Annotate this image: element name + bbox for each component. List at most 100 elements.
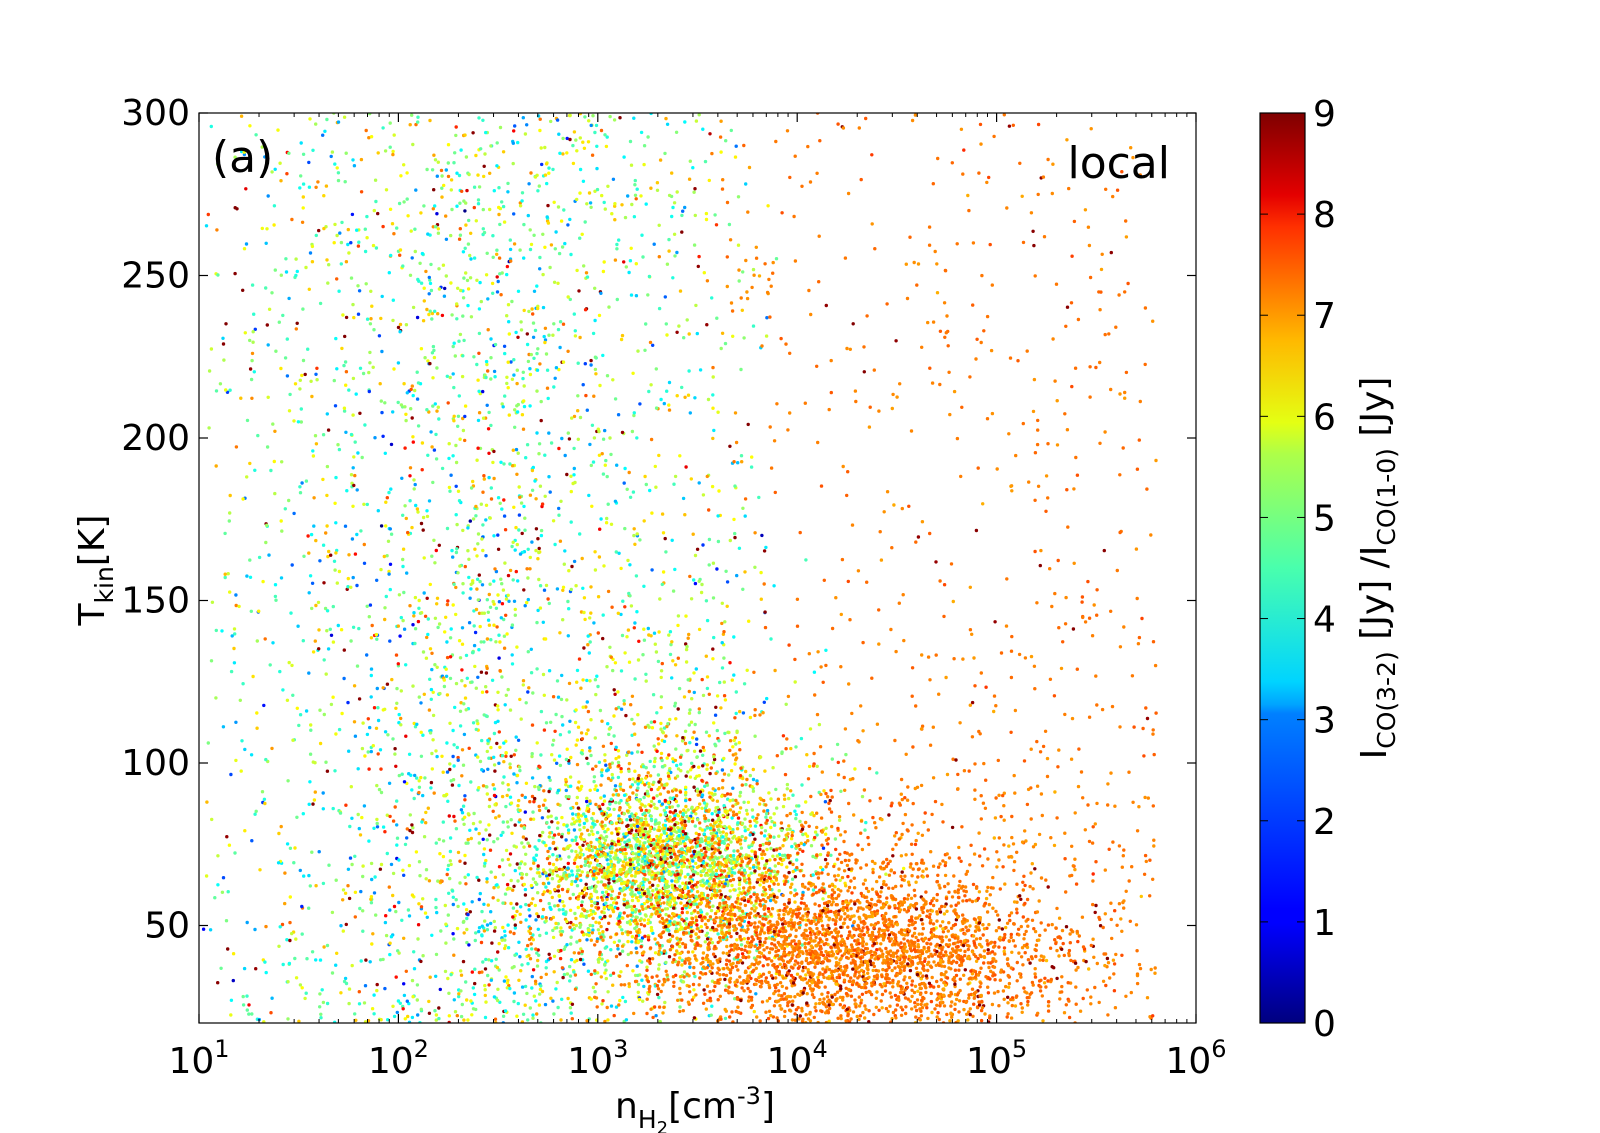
data-point [662,808,666,812]
data-point [520,191,525,195]
data-point [281,688,285,692]
data-point [532,233,536,237]
data-point [485,666,489,671]
data-point [746,422,750,427]
data-point [495,998,500,1003]
data-point [724,984,728,988]
data-point [486,328,490,332]
data-point [559,219,564,223]
data-point [588,746,592,750]
data-point [651,931,655,935]
data-point [595,144,599,148]
data-point [556,327,561,332]
data-point [353,473,357,478]
data-point [510,653,514,657]
data-point [460,748,465,752]
data-point [384,524,388,528]
data-point [359,529,363,533]
data-point [309,379,313,383]
data-point [686,770,690,774]
data-point [601,930,605,934]
data-point [584,892,589,896]
data-point [490,941,494,945]
data-point [298,983,303,987]
data-point [683,819,687,824]
data-point [414,503,418,508]
data-point [469,999,473,1003]
data-point [452,161,456,165]
data-point [485,785,489,789]
data-point [564,757,569,762]
data-point [723,620,727,624]
data-point [225,390,230,394]
data-point [321,1000,326,1005]
data-point [691,736,695,740]
data-point [711,393,715,397]
data-point [687,369,691,373]
data-point [593,887,597,891]
data-point [723,698,728,702]
data-point [294,976,299,980]
data-point [371,365,375,369]
data-point [518,495,522,499]
data-point [312,524,316,528]
data-point [591,331,596,336]
data-point [502,775,506,779]
data-point [515,773,520,778]
data-point [492,929,497,933]
data-point [500,938,504,942]
data-point [508,462,512,466]
data-point [633,183,637,187]
data-point [462,902,466,906]
data-point [221,725,226,729]
data-point [602,794,606,798]
data-point [633,769,637,773]
data-point [648,774,653,778]
data-point [649,634,653,638]
data-point [546,597,550,601]
data-point [288,895,292,899]
data-point [464,882,468,886]
data-point [336,623,340,628]
data-point [293,956,297,961]
data-point [562,912,566,916]
data-point [506,825,510,829]
data-point [326,428,331,432]
data-point [551,840,556,845]
data-point [602,260,606,264]
data-point [730,883,734,888]
data-point [455,171,459,175]
data-point [699,925,703,929]
data-point [733,155,738,159]
data-point [408,604,412,608]
data-point [351,413,355,417]
data-point [720,666,725,670]
data-point [544,806,548,810]
data-point [701,951,706,955]
data-point [659,721,663,726]
data-point [599,796,603,800]
data-point [416,424,421,428]
data-point [337,569,342,574]
data-point [686,748,690,753]
data-point [391,1004,395,1008]
data-point [539,533,544,538]
data-point [683,120,687,124]
data-point [440,754,444,758]
data-point [440,195,444,199]
data-point [471,721,476,725]
data-point [546,849,550,854]
data-point [557,832,561,836]
data-point [492,793,497,798]
data-point [227,843,232,847]
data-point [675,936,679,940]
data-point [543,798,547,802]
data-point [608,114,612,119]
data-point [632,836,636,840]
data-point [621,852,626,856]
data-point [215,228,219,232]
data-point [497,633,501,637]
data-point [365,214,369,219]
data-point [644,202,648,206]
data-point [566,831,571,835]
